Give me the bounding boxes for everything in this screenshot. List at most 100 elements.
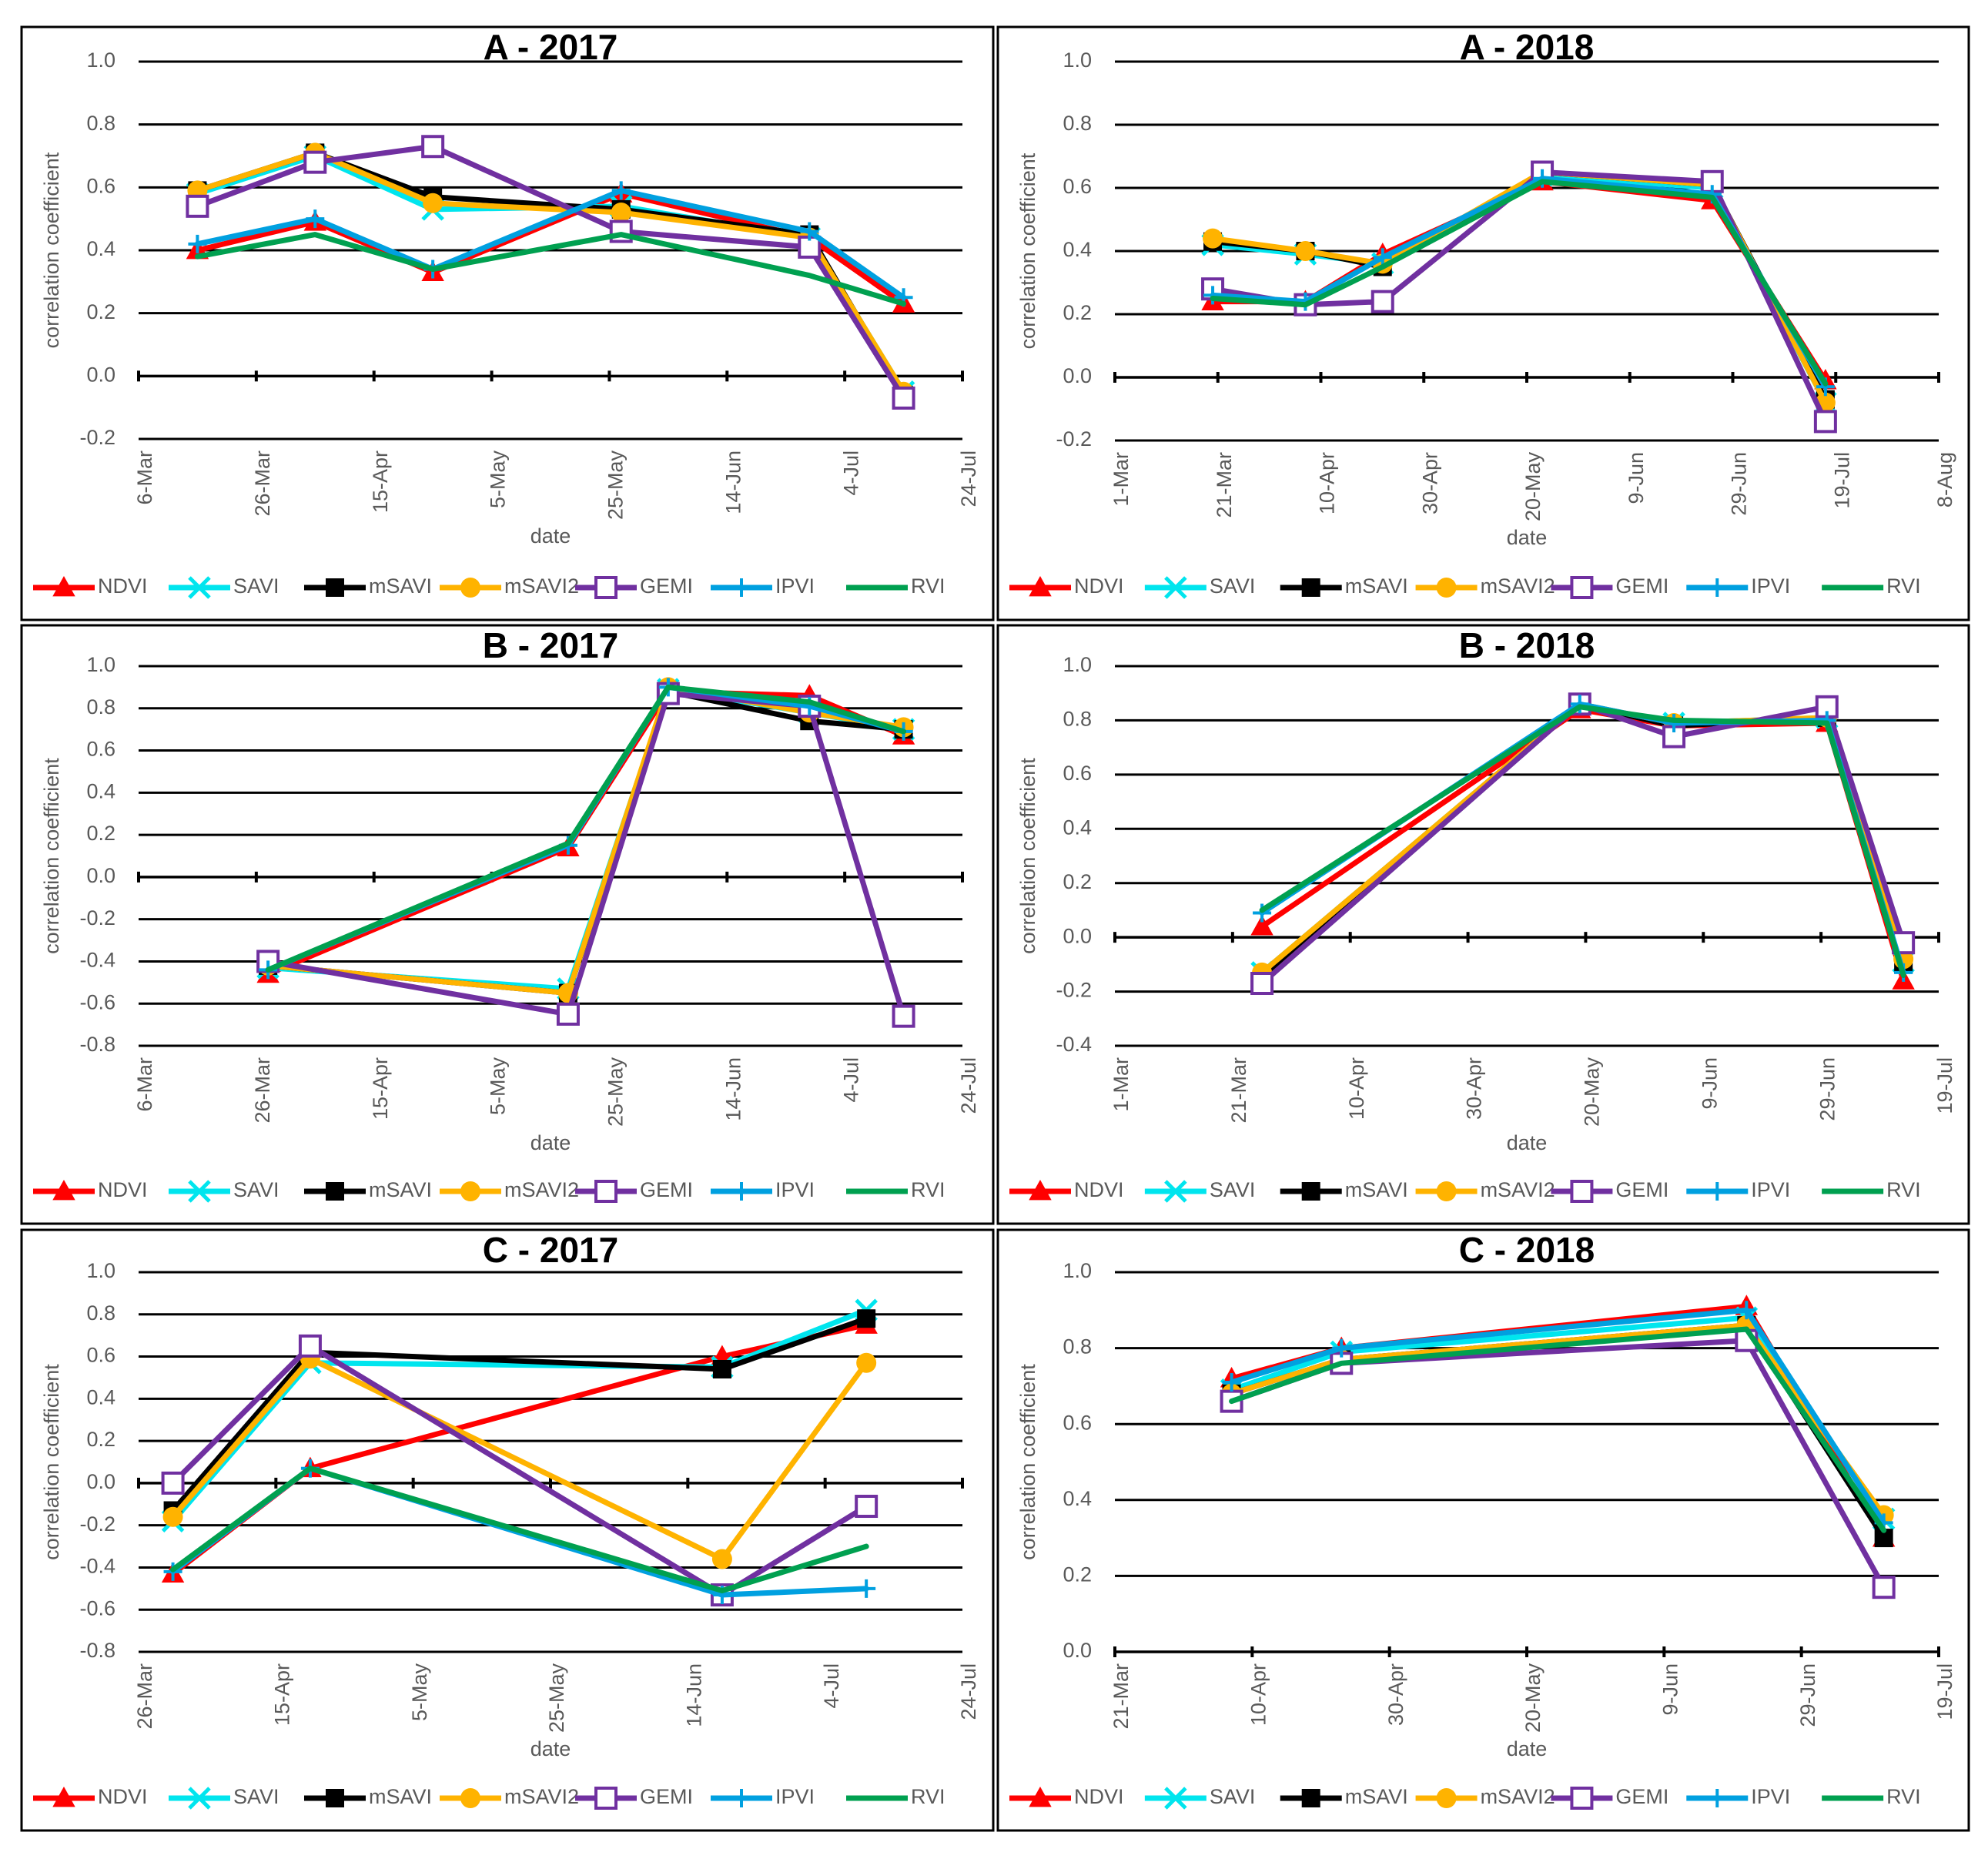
y-tick-label: -0.2 [1056, 979, 1092, 1002]
marker-ipvi-1 [1570, 695, 1589, 714]
y-tick-label: 0.0 [1063, 1639, 1092, 1662]
legend-item-msavi2: mSAVI2 [440, 574, 579, 598]
y-axis-title: correlation coefficient [1016, 758, 1039, 954]
marker-legend-gemi-4 [594, 1787, 617, 1810]
marker-gemi-1 [556, 1002, 580, 1026]
legend-label: mSAVI [1345, 574, 1408, 598]
legend-label: IPVI [1751, 574, 1790, 598]
legend-label: GEMI [640, 1785, 693, 1808]
legend-item-gemi: GEMI [1551, 1785, 1668, 1810]
marker-gemi-3 [855, 1495, 879, 1519]
marker-legend-ndvi-0 [1029, 1179, 1052, 1201]
line-rvi [265, 684, 907, 973]
y-tick-label: -0.6 [79, 990, 115, 1013]
legend-item-ipvi: IPVI [1686, 1785, 1790, 1808]
y-tick-label: 1.0 [1063, 1259, 1092, 1282]
y-tick-label: 0.0 [1063, 364, 1092, 387]
series-gemi [186, 135, 915, 410]
legend-label: mSAVI2 [1481, 1785, 1555, 1808]
marker-legend-savi-1 [1164, 576, 1187, 599]
legend-item-msavi: mSAVI [1280, 1785, 1408, 1808]
legend-item-msavi2: mSAVI2 [1415, 574, 1555, 598]
marker-msavi2-0 [162, 1506, 183, 1527]
y-tick-label: -0.6 [79, 1596, 115, 1620]
marker-gemi-0 [186, 194, 209, 218]
marker-ipvi-0 [188, 234, 207, 253]
y-tick-label: -0.2 [79, 906, 115, 930]
x-tick-label: 19-Jul [1830, 452, 1853, 509]
y-tick-label: 0.4 [86, 779, 115, 802]
legend-item-gemi: GEMI [575, 1178, 693, 1203]
panel-c-2017: -0.8 -0.6 -0.4 -0.2 0.0 0.2 0.4 0.6 0.8 1.0 26-Mar… [20, 1228, 995, 1832]
line-ipvi [194, 187, 907, 300]
legend-label: GEMI [1615, 1178, 1668, 1201]
y-tick-label: 0.6 [86, 174, 115, 197]
marker-ndvi-0 [1250, 914, 1273, 936]
marker-legend-ndvi-0 [52, 1179, 75, 1201]
x-axis-title: date [530, 524, 571, 548]
y-tick-label: 0.6 [1063, 1411, 1092, 1434]
legend: NDVI SAVI mSAVI mSAVI2 GEMI IPVI RVI [33, 574, 945, 599]
line-msavi2 [170, 1355, 869, 1562]
series-msavi2 [162, 1348, 877, 1569]
marker-legend-msavi-2 [326, 578, 344, 597]
legend-item-ndvi: NDVI [1009, 574, 1124, 598]
marker-legend-ndvi-0 [1029, 575, 1052, 597]
legend-item-ndvi: NDVI [1009, 1785, 1124, 1808]
legend-label: RVI [1886, 574, 1921, 598]
line-gemi [170, 1343, 869, 1598]
y-tick-label: 0.0 [1063, 924, 1092, 947]
legend-item-msavi2: mSAVI2 [440, 1178, 579, 1201]
x-tick-label: 26-Mar [251, 1057, 274, 1124]
x-tick-label: 5-May [487, 1057, 510, 1116]
legend-label: NDVI [98, 1178, 148, 1201]
y-tick-label: 1.0 [1063, 49, 1092, 72]
legend-label: IPVI [775, 574, 815, 598]
marker-ipvi-2 [1737, 1301, 1756, 1320]
legend-label: IPVI [1751, 1178, 1790, 1201]
marker-ipvi-2 [1373, 248, 1392, 267]
legend-label: mSAVI2 [504, 1178, 579, 1201]
legend-label: IPVI [775, 1785, 815, 1808]
x-tick-label: 30-Apr [1384, 1663, 1407, 1726]
y-tick-label: 0.6 [1063, 175, 1092, 198]
x-tick-label: 26-Mar [133, 1663, 156, 1730]
x-tick-label: 4-Jul [839, 1057, 862, 1103]
x-tick-label: 19-Jul [1933, 1663, 1956, 1720]
marker-legend-savi-1 [188, 1787, 211, 1810]
marker-legend-ipvi-5 [732, 1789, 751, 1807]
y-tick-label: 0.2 [1063, 870, 1092, 893]
marker-legend-msavi2-3 [1436, 578, 1457, 598]
y-tick-label: 0.6 [1063, 762, 1092, 785]
line-rvi [1259, 704, 1906, 978]
y-axis-title: correlation coefficient [1016, 152, 1039, 349]
y-tick-label: 0.4 [1063, 238, 1092, 261]
y-tick-label: -0.2 [79, 1512, 115, 1536]
legend-item-msavi: mSAVI [1280, 574, 1408, 598]
chart-title: B - 2018 [1459, 625, 1595, 665]
x-tick-label: 9-Jun [1698, 1057, 1721, 1110]
x-tick-label: 20-May [1521, 1663, 1545, 1733]
legend-label: mSAVI [1345, 1785, 1408, 1808]
legend-label: mSAVI [369, 574, 432, 598]
legend-label: IPVI [1751, 1785, 1790, 1808]
marker-ipvi-0 [1222, 1372, 1241, 1392]
y-axis-title: correlation coefficient [40, 1364, 63, 1560]
y-tick-label: 0.8 [1063, 708, 1092, 731]
marker-legend-msavi-2 [326, 1182, 344, 1201]
marker-msavi-2 [712, 1359, 731, 1378]
legend-label: IPVI [775, 1178, 815, 1201]
x-tick-label: 4-Jul [839, 451, 862, 496]
marker-gemi-5 [1813, 410, 1837, 434]
marker-ipvi-1 [306, 209, 325, 229]
x-tick-label: 9-Jun [1625, 452, 1648, 504]
marker-ipvi-4 [800, 222, 819, 241]
y-tick-label: 0.6 [86, 738, 115, 761]
legend-label: GEMI [1615, 1785, 1668, 1808]
x-tick-label: 20-May [1581, 1057, 1604, 1127]
legend: NDVI SAVI mSAVI mSAVI2 GEMI IPVI RVI [33, 1178, 945, 1203]
x-tick-label: 9-Jun [1658, 1663, 1682, 1716]
line-savi [170, 1307, 869, 1524]
chart-title: B - 2017 [483, 625, 618, 665]
series-rvi [1229, 1326, 1887, 1533]
